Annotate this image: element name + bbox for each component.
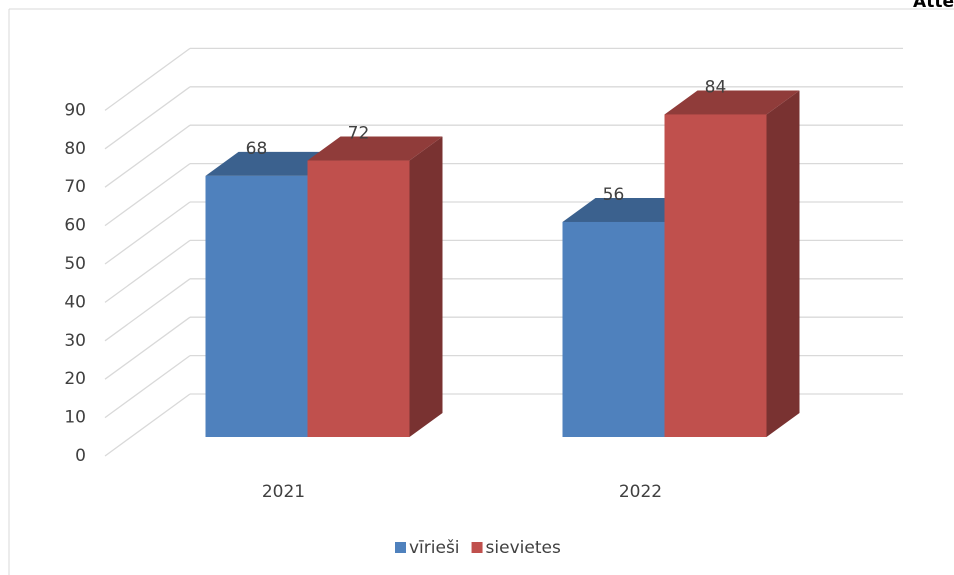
y-tick-label: 60: [64, 216, 86, 236]
bar-top: [307, 136, 443, 161]
legend-label: sievietes: [486, 538, 561, 558]
grid-line-side: [104, 47, 191, 111]
bar-side: [409, 136, 443, 437]
bar: [664, 114, 767, 437]
corner-text: Atte: [913, 0, 954, 12]
grid-line-side: [104, 393, 191, 457]
bar-side: [766, 90, 800, 437]
bar: [562, 221, 665, 437]
y-tick-label: 50: [64, 254, 86, 274]
y-tick-label: 80: [64, 139, 86, 159]
grid-line-side: [104, 201, 191, 265]
data-label: 72: [348, 124, 370, 144]
legend-swatch: [395, 542, 406, 553]
grid-line-side: [104, 355, 191, 419]
data-label: 68: [246, 139, 268, 159]
grid-line-side: [104, 163, 191, 227]
grid-line-side: [104, 86, 191, 150]
y-tick-label: 70: [64, 177, 86, 197]
bar-top: [562, 197, 698, 222]
y-tick-label: 10: [64, 408, 86, 428]
grid-line-side: [104, 239, 191, 303]
bar-top: [664, 90, 800, 115]
y-tick-label: 90: [64, 100, 86, 120]
x-tick-label: 2022: [619, 482, 662, 502]
grid-line-side: [104, 124, 191, 188]
legend-label: vīrieši: [409, 538, 460, 558]
y-tick-label: 0: [75, 446, 86, 466]
x-tick-label: 2021: [262, 482, 305, 502]
y-tick-label: 40: [64, 292, 86, 312]
grid-line-side: [104, 316, 191, 380]
y-tick-label: 20: [64, 369, 86, 389]
data-label: 56: [603, 185, 625, 205]
data-label: 84: [705, 77, 727, 97]
bar: [205, 175, 308, 437]
y-tick-label: 30: [64, 331, 86, 351]
bar-top: [205, 151, 341, 176]
bar: [307, 160, 410, 437]
legend-swatch: [471, 542, 483, 553]
grid-line-side: [104, 278, 191, 342]
